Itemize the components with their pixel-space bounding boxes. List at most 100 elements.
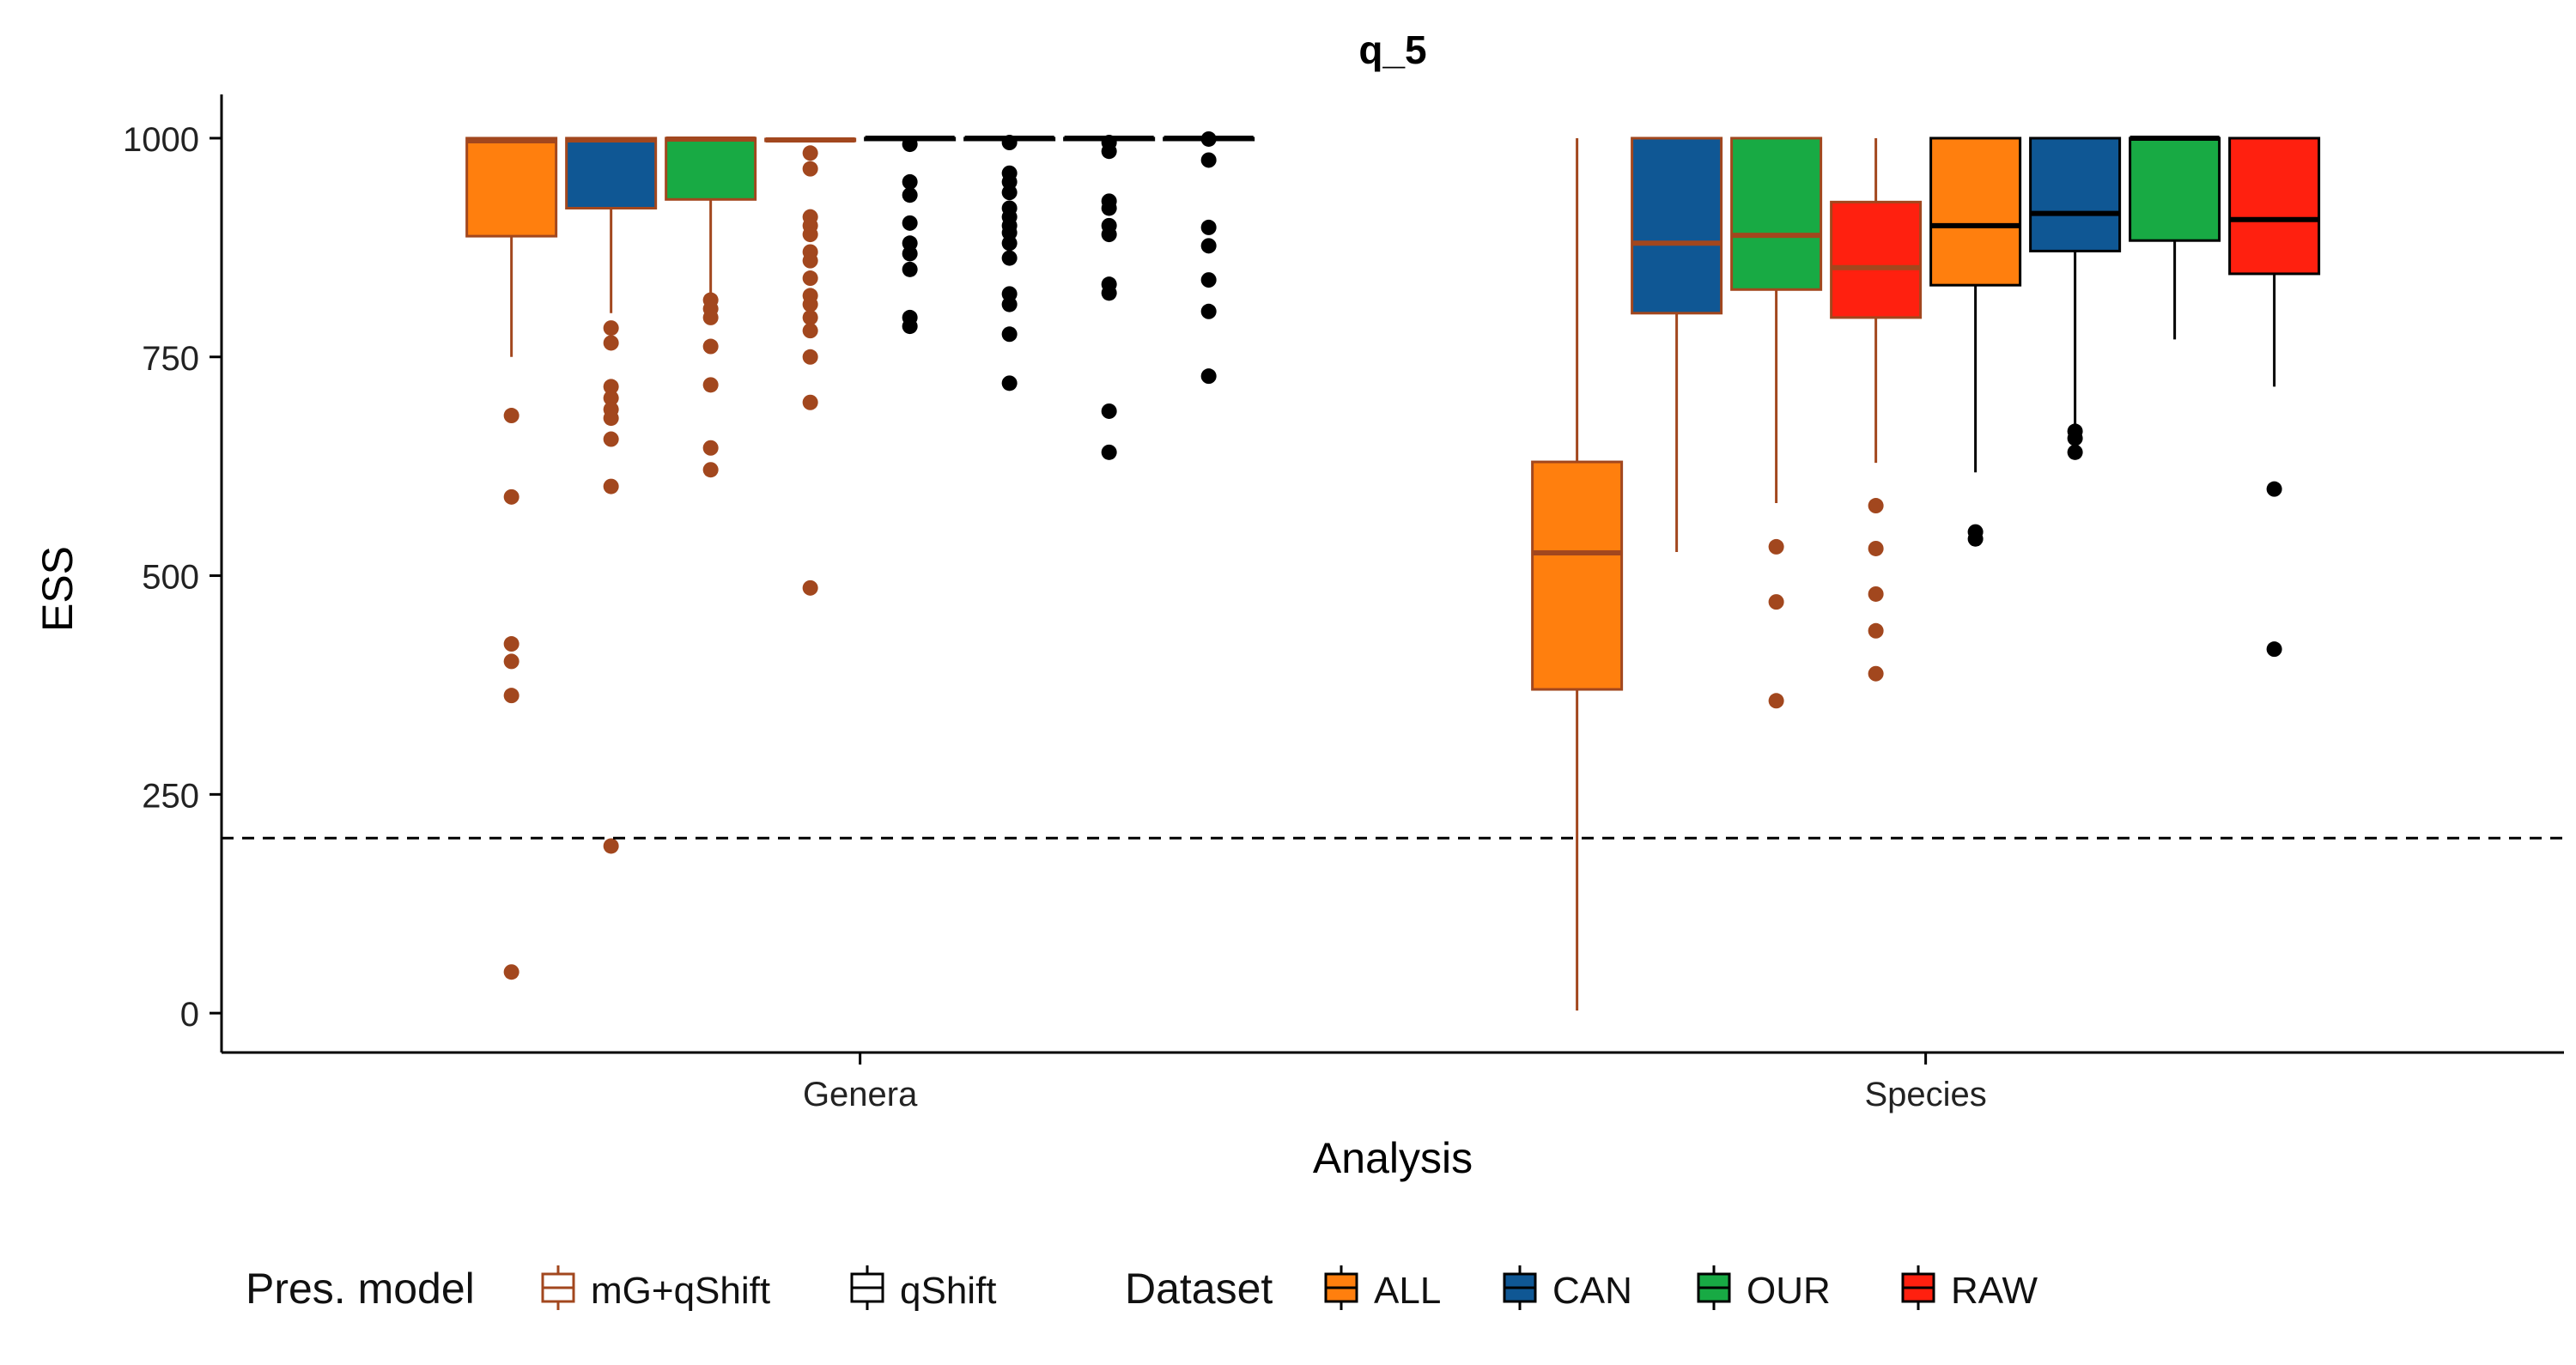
y-tick-label: 1000 (123, 121, 199, 159)
outlier-point (603, 335, 619, 351)
outlier-point (1001, 250, 1018, 266)
outlier-point (1001, 185, 1018, 201)
outlier-point (1868, 622, 1884, 639)
outlier-point (2266, 481, 2282, 497)
outlier-point (1200, 272, 1217, 288)
outlier-point (802, 252, 818, 269)
x-tick-label: Species (1864, 1076, 1986, 1113)
outlier-point (1101, 403, 1117, 419)
box-species-mgqshift-all (1531, 137, 1624, 1011)
box-iqr (665, 136, 757, 201)
outlier-point (802, 270, 818, 287)
box-genera-qshift-can (963, 135, 1056, 391)
outlier-point (1200, 219, 1217, 235)
box-species-mgqshift-raw (1830, 137, 1923, 682)
outlier-point (1967, 531, 1984, 547)
legend-title-dataset: Dataset (1125, 1265, 1273, 1313)
outlier-point (902, 318, 918, 335)
outlier-point (1200, 303, 1217, 319)
outlier-point (2266, 641, 2282, 658)
box-species-mgqshift-can (1631, 136, 1723, 553)
box-iqr (2129, 136, 2221, 242)
outlier-point (1200, 130, 1217, 147)
outlier-point (702, 309, 719, 325)
outlier-point (702, 377, 719, 393)
outlier-point (902, 246, 918, 262)
outlier-point (1101, 200, 1117, 216)
outlier-point (1868, 498, 1884, 514)
outlier-point (1001, 235, 1018, 252)
outlier-point (802, 296, 818, 312)
outlier-point (1101, 143, 1117, 160)
box-species-qshift-raw (2228, 136, 2321, 658)
outlier-point (1768, 693, 1784, 709)
outlier-point (802, 349, 818, 365)
outlier-point (1200, 152, 1217, 168)
outlier-point (603, 431, 619, 447)
box-species-qshift-all (1929, 136, 2022, 547)
outlier-point (702, 462, 719, 478)
outlier-point (603, 838, 619, 854)
legend: Pres. model mG+qShift qShift Dataset ALL CAN O… (246, 1265, 2038, 1313)
legend-key-raw (1901, 1265, 1935, 1310)
outlier-point (902, 173, 918, 190)
y-tick-label: 500 (142, 559, 199, 597)
outlier-point (1868, 665, 1884, 682)
outlier-point (802, 227, 818, 243)
outlier-point (1001, 375, 1018, 391)
outlier-point (2067, 430, 2083, 446)
box-species-qshift-our (2129, 135, 2221, 340)
legend-label-raw: RAW (1951, 1270, 2038, 1312)
outlier-point (902, 215, 918, 231)
y-tick-label: 250 (142, 777, 199, 815)
outlier-point (1768, 594, 1784, 610)
box-iqr (1929, 136, 2022, 287)
outlier-point (1868, 585, 1884, 602)
box-genera-mgqshift-our (665, 136, 757, 478)
box-genera-qshift-raw (1163, 130, 1255, 385)
legend-key-our (1697, 1265, 1731, 1310)
legend-title-pres-model: Pres. model (246, 1265, 475, 1313)
outlier-point (1768, 538, 1784, 555)
outlier-point (802, 145, 818, 161)
box-species-qshift-can (2029, 136, 2122, 460)
outlier-point (702, 440, 719, 456)
box-genera-mgqshift-all (465, 136, 558, 980)
outlier-point (503, 636, 519, 652)
outlier-point (1001, 296, 1018, 312)
legend-label-mg-qshift: mG+qShift (591, 1270, 770, 1312)
box-genera-qshift-all (864, 135, 957, 335)
outlier-point (503, 653, 519, 670)
outlier-point (802, 309, 818, 325)
outlier-point (1101, 285, 1117, 301)
legend-label-can: CAN (1552, 1270, 1632, 1312)
legend-key-mg-qshift (541, 1265, 575, 1310)
box-layer (465, 130, 2321, 1011)
outlier-point (503, 964, 519, 980)
x-axis-label: Analysis (1313, 1134, 1473, 1182)
outlier-point (503, 488, 519, 505)
outlier-point (1001, 326, 1018, 343)
outlier-point (603, 320, 619, 337)
outlier-point (1001, 135, 1018, 151)
legend-label-qshift: qShift (900, 1270, 997, 1312)
box-iqr (565, 136, 658, 209)
y-axis-label: ESS (33, 546, 82, 632)
legend-key-qshift (850, 1265, 884, 1310)
outlier-point (2067, 444, 2083, 460)
outlier-point (902, 261, 918, 277)
outlier-point (603, 410, 619, 427)
outlier-point (603, 390, 619, 406)
y-axis: 0 250 500 750 1000 (123, 121, 222, 1034)
box-iqr (1830, 200, 1923, 319)
outlier-point (802, 323, 818, 339)
outlier-point (1101, 227, 1117, 243)
box-genera-mgqshift-can (565, 136, 658, 854)
outlier-point (802, 394, 818, 410)
outlier-point (1200, 368, 1217, 385)
outlier-point (702, 338, 719, 355)
outlier-point (603, 379, 619, 395)
chart-title: q_5 (1358, 27, 1426, 72)
legend-label-our: OUR (1747, 1270, 1831, 1312)
outlier-point (902, 136, 918, 153)
